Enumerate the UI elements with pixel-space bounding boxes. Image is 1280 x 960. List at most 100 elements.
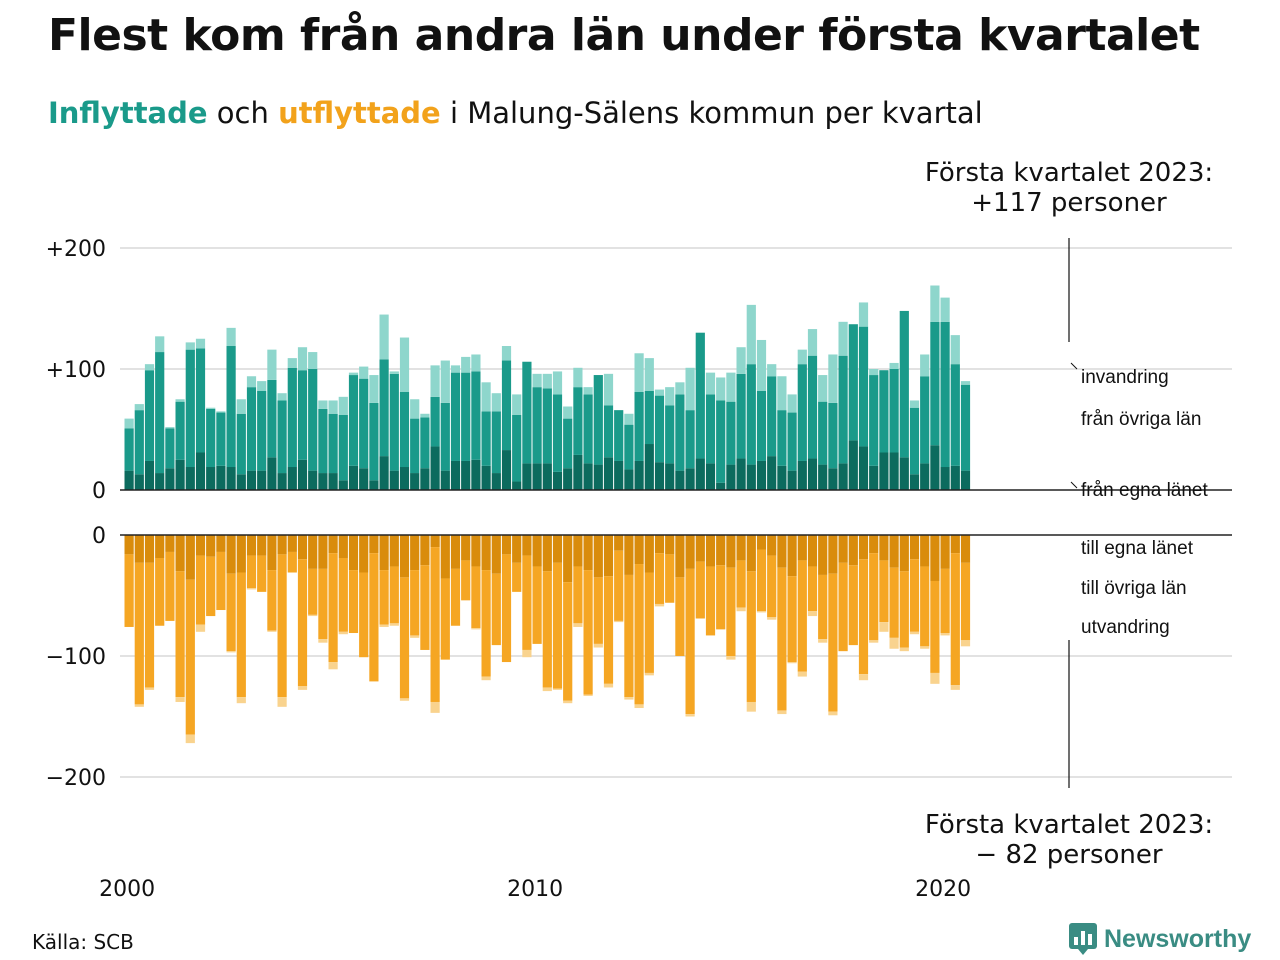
bar-in-invandring [634,353,644,392]
bar-out-utvandring [563,700,573,704]
bar-in-invandring [787,394,797,413]
bar-in-fran-ovriga-lan [573,387,583,455]
bar-in-invandring [359,366,369,379]
bar-out-till-ovriga-lan [695,561,705,619]
bar-in-fran-egna-lanet [532,463,542,490]
bar-in-invandring [318,400,328,409]
bar-in-fran-egna-lanet [277,473,287,490]
bar-out-till-egna-lanet [624,535,634,575]
bar-out-till-egna-lanet [277,535,287,555]
bar-out-till-ovriga-lan [410,570,420,636]
bar-in-fran-ovriga-lan [705,394,716,464]
bar-in-fran-ovriga-lan [389,373,399,471]
bar-in-fran-ovriga-lan [563,418,573,469]
bar-in-fran-ovriga-lan [450,372,461,461]
bar-in-fran-ovriga-lan [471,371,481,460]
bar-in-invandring [716,377,726,401]
bar-in-invandring [481,382,491,412]
bar-out-till-egna-lanet [573,535,583,567]
bar-out-utvandring [185,734,195,744]
bar-out-till-egna-lanet [838,535,848,563]
bar-out-till-egna-lanet [410,535,420,571]
bar-in-invandring [909,400,920,408]
bar-in-invandring [573,367,583,388]
bar-out-till-ovriga-lan [195,555,206,625]
bar-in-fran-egna-lanet [624,469,634,490]
bar-in-invandring [175,399,185,402]
bar-in-invandring [308,352,318,369]
bar-in-fran-egna-lanet [603,457,614,490]
bar-in-invandring [257,381,267,391]
bar-in-fran-ovriga-lan [869,375,879,466]
bar-in-invandring [705,372,716,395]
bar-in-fran-ovriga-lan [287,367,297,468]
bar-in-fran-egna-lanet [797,460,807,490]
bar-out-till-egna-lanet [920,535,930,567]
bar-in-invandring [767,364,777,377]
bar-in-fran-egna-lanet [807,458,818,490]
bar-out-utvandring [909,631,920,635]
label-tick-invandring [1070,362,1078,370]
bar-in-invandring [440,360,450,403]
bar-out-till-ovriga-lan [818,574,828,640]
bar-in-invandring [828,354,838,403]
bar-in-fran-ovriga-lan [410,418,420,474]
bar-in-invandring [807,329,818,356]
x-tick-label: 2020 [915,877,971,902]
bar-in-invandring [267,349,277,380]
bar-out-utvandring [542,687,552,692]
bar-in-fran-egna-lanet [491,473,501,490]
bar-out-utvandring [481,676,491,681]
series-label-out: till övriga län [1081,578,1187,599]
bar-in-invandring [226,327,236,347]
bar-in-invandring [399,337,410,392]
bar-out-till-egna-lanet [144,535,155,563]
bar-out-till-egna-lanet [756,535,767,550]
bar-out-utvandring [379,624,389,627]
bar-out-till-egna-lanet [257,535,267,556]
bar-in-fran-egna-lanet [685,468,695,490]
bar-out-till-egna-lanet [909,535,920,560]
bar-in-fran-egna-lanet [206,467,216,490]
bar-in-fran-egna-lanet [563,468,573,490]
bar-out-till-egna-lanet [226,535,236,574]
bar-in-invandring [348,372,359,376]
bar-out-till-ovriga-lan [359,572,369,658]
bar-out-till-ovriga-lan [879,560,889,623]
bar-out-till-ovriga-lan [379,570,389,625]
bar-in-invandring [430,365,440,397]
bar-out-till-ovriga-lan [869,553,879,641]
bar-out-till-ovriga-lan [399,577,410,699]
bar-out-till-egna-lanet [532,535,542,567]
bar-out-till-ovriga-lan [481,570,491,677]
bar-out-till-egna-lanet [889,535,899,568]
bar-in-fran-ovriga-lan [624,424,634,470]
bar-in-fran-egna-lanet [960,470,971,490]
bar-out-till-egna-lanet [134,535,144,563]
bar-out-till-egna-lanet [879,535,889,561]
bar-out-till-ovriga-lan [461,560,471,601]
bar-out-till-ovriga-lan [277,554,287,698]
bar-out-utvandring [226,651,236,653]
bar-out-utvandring [277,697,287,707]
bar-in-fran-ovriga-lan [124,428,134,471]
bar-out-till-ovriga-lan [675,577,685,656]
bar-out-utvandring [328,662,338,670]
bar-in-fran-ovriga-lan [369,402,379,481]
bar-in-invandring [960,381,971,385]
bar-out-till-egna-lanet [726,535,736,568]
bar-out-till-ovriga-lan [308,568,318,615]
bar-in-fran-ovriga-lan [675,394,685,471]
bar-in-invandring [920,354,930,377]
bar-in-fran-egna-lanet [950,465,960,490]
bar-in-invandring [144,364,155,371]
bar-in-invandring [889,362,899,369]
bar-in-fran-egna-lanet [675,470,685,490]
bar-out-till-ovriga-lan [257,555,267,592]
bar-out-till-ovriga-lan [471,566,481,629]
migration-chart: +200 +100 0 0 −100 −200 Första kvartalet 2023:… [46,158,1232,902]
bar-out-till-egna-lanet [420,535,430,566]
bar-out-till-ovriga-lan [348,570,359,634]
bar-in-fran-ovriga-lan [889,369,899,453]
bar-out-till-egna-lanet [858,535,869,560]
